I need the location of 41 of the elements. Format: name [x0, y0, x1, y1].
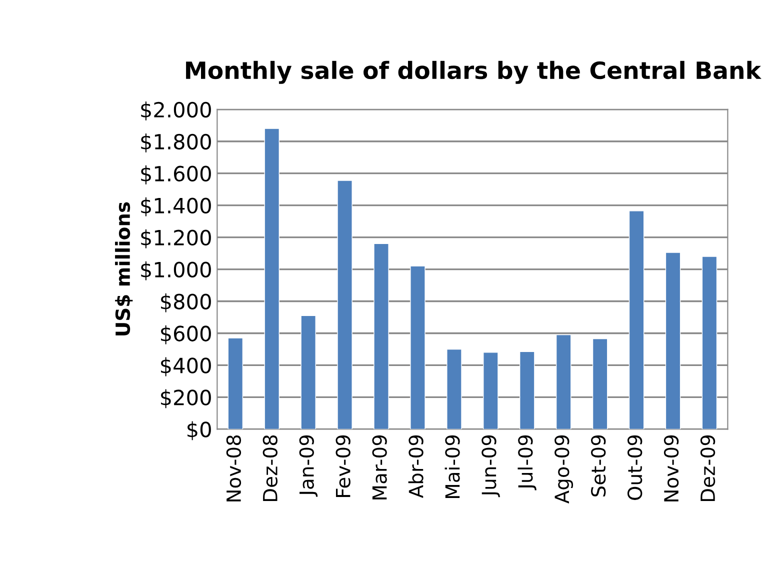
y-tick-label: $1.600	[141, 165, 211, 184]
bar	[592, 338, 608, 430]
bar	[446, 348, 462, 430]
x-tick-label: Mar-09	[372, 435, 387, 500]
bar	[519, 351, 535, 430]
x-tick-label: Jun-09	[482, 435, 500, 498]
bar	[483, 352, 498, 430]
x-tick-label: Set-09	[591, 435, 606, 496]
x-tick-label: Nov-08	[226, 435, 242, 502]
x-tick-label: Jan-09	[299, 435, 318, 497]
y-tick-label: $200	[161, 389, 211, 408]
x-tick-label: Fev-09	[336, 435, 350, 497]
chart-title: Monthly sale of dollars by the Central Bank	[186, 60, 762, 84]
y-tick-label: $400	[161, 357, 211, 376]
x-tick-label: Abr-09	[408, 435, 424, 498]
y-axis-title: US$ millions	[115, 202, 133, 336]
y-tick-label: $1.800	[141, 133, 211, 152]
y-tick-label: $1.000	[141, 261, 211, 280]
bar	[374, 243, 389, 430]
y-tick-label: $1.200	[141, 229, 211, 248]
y-tick-label: $1.400	[141, 197, 211, 216]
x-tick-label: Ago-09	[554, 435, 574, 504]
x-tick-label: Mai-09	[444, 435, 460, 498]
bar	[702, 256, 718, 430]
bar	[228, 338, 244, 430]
bar	[264, 128, 280, 430]
bar	[337, 180, 352, 430]
x-tick-label: Nov-09	[664, 435, 679, 502]
y-tick-label: $600	[161, 325, 211, 344]
y-tick-label: $800	[161, 293, 211, 312]
bar	[410, 266, 426, 430]
bar	[300, 315, 316, 430]
x-tick-label: Out-09	[627, 435, 642, 500]
bar	[556, 334, 572, 430]
bar	[665, 252, 681, 430]
x-tick-label: Jul-09	[518, 435, 536, 490]
x-tick-label: Dez-09	[700, 435, 716, 502]
y-tick-label: $2.000	[141, 101, 211, 120]
y-tick-label: $0	[188, 421, 211, 440]
bar	[628, 210, 644, 430]
x-tick-label: Dez-08	[262, 435, 278, 502]
